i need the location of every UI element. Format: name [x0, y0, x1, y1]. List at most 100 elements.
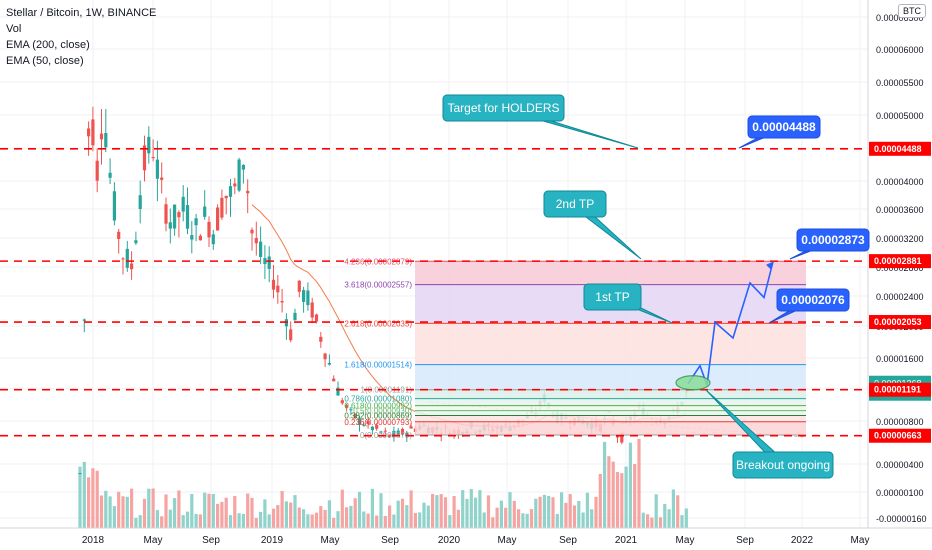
volume-bar [190, 494, 194, 528]
candle-body [228, 186, 233, 197]
time-axis-label: May [676, 535, 695, 546]
candle-body [302, 290, 306, 302]
volume-bar [164, 494, 168, 528]
time-axis-label: May [321, 535, 340, 546]
price-axis-label: 0.00002400 [876, 292, 924, 302]
breakout-ellipse[interactable] [675, 375, 711, 391]
volume-bar [461, 490, 465, 528]
time-axis-label: Sep [381, 535, 399, 546]
fib-level-label: 1(0.00001191) [361, 386, 413, 395]
volume-bar [383, 515, 387, 528]
level-price-value: 0.00001191 [874, 385, 921, 395]
price-target-label[interactable] [776, 288, 850, 312]
callout-text: 0.00002076 [781, 293, 845, 307]
time-axis-label: May [498, 535, 517, 546]
level-price-tag [869, 254, 931, 269]
candle-body [99, 133, 104, 140]
volume-bar [349, 505, 353, 528]
volume-bar [388, 505, 392, 528]
volume-bar [508, 492, 512, 528]
fib-band [415, 398, 806, 406]
volume-bar [254, 517, 258, 528]
price-axis-label: 0.00006000 [876, 45, 924, 55]
price-axis-label: 0.00005500 [876, 78, 924, 88]
candle-body [91, 119, 95, 146]
annotation-callout[interactable] [732, 451, 834, 479]
candle-body [241, 164, 245, 170]
volume-bar [332, 517, 336, 528]
candle-body [615, 436, 620, 438]
candle-body [375, 424, 379, 429]
candle-body [216, 207, 220, 231]
candle-body [327, 363, 331, 365]
volume-bar [585, 492, 589, 528]
candle-body [177, 212, 181, 218]
volume-bar [418, 512, 422, 528]
annotation-callout[interactable] [543, 190, 607, 218]
volume-bar [203, 492, 207, 528]
time-axis-label: 2020 [438, 535, 461, 546]
volume-bar [151, 488, 155, 528]
candle-body [125, 248, 129, 268]
price-target-label[interactable] [796, 228, 870, 252]
volume-bar [590, 509, 594, 528]
fib-level-label: 0.382(0.00000869) [344, 411, 412, 420]
fib-level-label: 1.618(0.00001514) [344, 361, 412, 370]
volume-bar [658, 517, 663, 528]
candle-body [306, 290, 310, 306]
volume-bar [633, 464, 637, 528]
volume-bar [439, 494, 443, 528]
candle-body [142, 145, 147, 171]
volume-bar [375, 515, 379, 528]
volume-bar [521, 513, 525, 528]
candle-body [314, 314, 319, 322]
time-axis-label: Sep [559, 535, 577, 546]
volume-bar [534, 498, 538, 528]
candle-body [319, 336, 323, 342]
annotation-callout[interactable] [442, 94, 565, 122]
chart-legend: Stellar / Bitcoin, 1W, BINANCE Vol EMA (… [6, 5, 156, 69]
level-price-tag [869, 141, 931, 156]
volume-bar [91, 468, 95, 528]
volume-bar [147, 488, 151, 528]
volume-bar [611, 461, 615, 528]
volume-bar [130, 488, 134, 528]
candle-body [400, 428, 405, 435]
volume-bar [620, 473, 624, 528]
fib-level-label: 2.618(0.00002035) [344, 319, 412, 328]
volume-bar [482, 512, 486, 528]
volume-bar [676, 495, 680, 528]
volume-bar [121, 496, 125, 528]
fib-level-label: 0.618(0.00000992) [344, 402, 412, 411]
volume-bar [628, 442, 632, 528]
fib-level-label: 0.236(0.00000793) [344, 418, 412, 427]
volume-bar [211, 493, 215, 528]
price-axis-label: 0.00000800 [876, 417, 924, 427]
candle-body [185, 205, 190, 229]
volume-bar [448, 515, 452, 528]
volume-bar [276, 505, 280, 528]
annotation-callout[interactable] [583, 283, 642, 311]
legend-ema-200: EMA (200, close) [6, 39, 90, 51]
volume-bar [495, 507, 499, 528]
candle-body [267, 256, 271, 269]
volume-bar [228, 515, 233, 528]
currency-badge[interactable]: BTC [898, 4, 926, 18]
volume-bar [396, 500, 400, 528]
volume-bar [117, 491, 121, 528]
candle-body [151, 157, 155, 159]
candle-body [289, 329, 293, 341]
volume-bar [134, 517, 138, 528]
legend-title: Stellar / Bitcoin, 1W, BINANCE [6, 7, 157, 19]
level-price-tag [869, 315, 931, 330]
candle-body [108, 172, 112, 178]
time-axis-label: May [851, 535, 870, 546]
callout-text: 2nd TP [556, 197, 594, 211]
price-target-label[interactable] [747, 115, 821, 139]
time-axis-label: 2018 [82, 535, 105, 546]
volume-bar [405, 505, 409, 528]
volume-bar [426, 505, 430, 528]
volume-bar [465, 498, 469, 528]
volume-bar [95, 470, 99, 528]
